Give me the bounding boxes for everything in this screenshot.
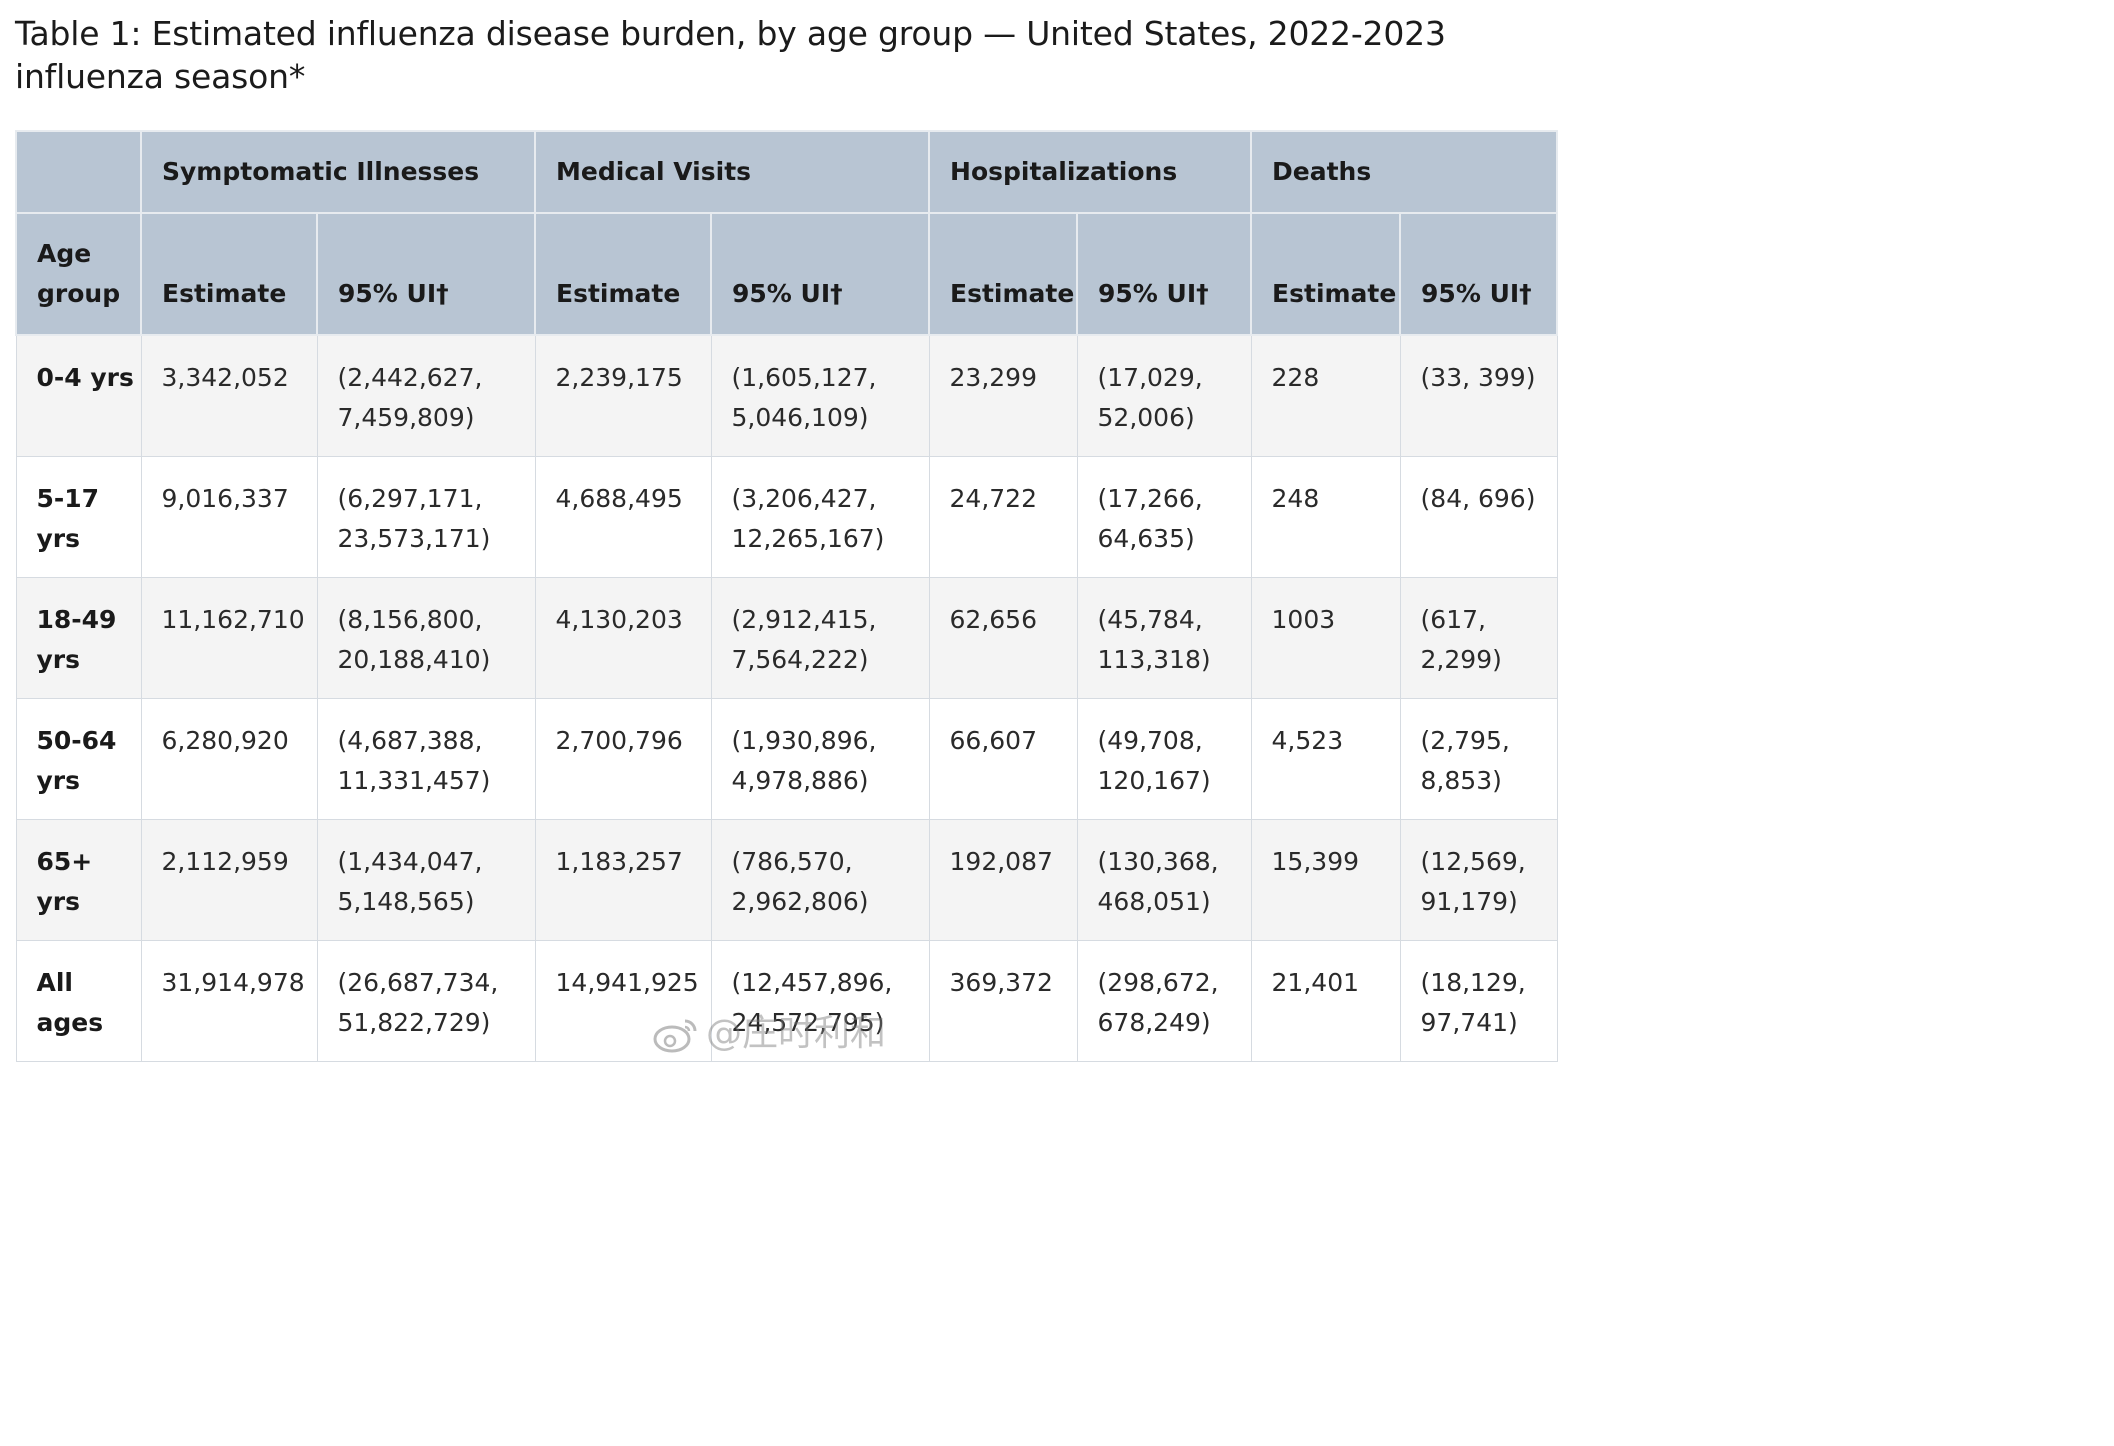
death-estimate-cell: 248: [1250, 455, 1401, 578]
death-estimate-cell: 15,399: [1250, 818, 1401, 941]
hosp-ui-cell: (130,368, 468,051): [1076, 818, 1252, 941]
med-estimate-cell: 4,688,495: [534, 455, 712, 578]
ill-estimate-cell: 3,342,052: [140, 334, 318, 457]
table-row: 0-4 yrs 3,342,052 (2,442,627, 7,459,809)…: [15, 334, 1558, 457]
death-ui-cell: (18,129, 97,741): [1399, 939, 1558, 1062]
ill-estimate-cell: 31,914,978: [140, 939, 318, 1062]
sub-header-hosp-estimate: Estimate: [928, 212, 1079, 336]
group-header-row: Symptomatic Illnesses Medical Visits Hos…: [15, 130, 1559, 214]
sub-header-row: Age group Estimate 95% UI† Estimate 95% …: [15, 212, 1559, 336]
hosp-ui-cell: (49,708, 120,167): [1076, 697, 1252, 820]
age-group-cell: 0-4 yrs: [15, 334, 142, 457]
age-group-cell: 65+ yrs: [15, 818, 142, 941]
table-row: 50-64 yrs 6,280,920 (4,687,388, 11,331,4…: [15, 697, 1558, 820]
death-ui-cell: (617, 2,299): [1399, 576, 1558, 699]
group-header-medical-visits: Medical Visits: [534, 130, 931, 214]
age-group-cell: All ages: [15, 939, 142, 1062]
med-ui-cell: (786,570, 2,962,806): [710, 818, 930, 941]
table-row: 18-49 yrs 11,162,710 (8,156,800, 20,188,…: [15, 576, 1558, 699]
med-ui-cell: (3,206,427, 12,265,167): [710, 455, 930, 578]
ill-ui-cell: (6,297,171, 23,573,171): [316, 455, 536, 578]
group-header-hospitalizations: Hospitalizations: [928, 130, 1253, 214]
sub-header-death-estimate: Estimate: [1250, 212, 1402, 336]
ill-estimate-cell: 6,280,920: [140, 697, 318, 820]
med-estimate-cell: 2,700,796: [534, 697, 712, 820]
hosp-estimate-cell: 369,372: [928, 939, 1078, 1062]
death-ui-cell: (12,569, 91,179): [1399, 818, 1558, 941]
death-estimate-cell: 1003: [1250, 576, 1401, 699]
sub-header-med-estimate: Estimate: [534, 212, 713, 336]
med-estimate-cell: 1,183,257: [534, 818, 712, 941]
sub-header-age-group: Age group: [15, 212, 142, 336]
age-group-cell: 5-17 yrs: [15, 455, 142, 578]
ill-ui-cell: (26,687,734, 51,822,729): [316, 939, 536, 1062]
ill-ui-cell: (1,434,047, 5,148,565): [316, 818, 536, 941]
hosp-estimate-cell: 192,087: [928, 818, 1078, 941]
ill-estimate-cell: 11,162,710: [140, 576, 318, 699]
age-group-cell: 50-64 yrs: [15, 697, 142, 820]
med-ui-cell: (1,930,896, 4,978,886): [710, 697, 930, 820]
sub-header-ill-estimate: Estimate: [140, 212, 318, 336]
hosp-ui-cell: (298,672, 678,249): [1076, 939, 1252, 1062]
death-ui-cell: (33, 399): [1399, 334, 1558, 457]
hosp-ui-cell: (17,266, 64,635): [1076, 455, 1252, 578]
sub-header-ill-ui: 95% UI†: [315, 212, 537, 336]
ill-ui-cell: (4,687,388, 11,331,457): [316, 697, 536, 820]
table-row: 5-17 yrs 9,016,337 (6,297,171, 23,573,17…: [15, 455, 1558, 578]
death-estimate-cell: 4,523: [1250, 697, 1401, 820]
death-ui-cell: (2,795, 8,853): [1399, 697, 1558, 820]
sub-header-med-ui: 95% UI†: [710, 212, 931, 336]
age-group-cell: 18-49 yrs: [15, 576, 142, 699]
med-estimate-cell: 2,239,175: [534, 334, 712, 457]
hosp-ui-cell: (17,029, 52,006): [1076, 334, 1252, 457]
group-header-deaths: Deaths: [1250, 130, 1559, 214]
hosp-estimate-cell: 23,299: [928, 334, 1078, 457]
death-estimate-cell: 21,401: [1250, 939, 1401, 1062]
sub-header-hosp-ui: 95% UI†: [1076, 212, 1253, 336]
med-ui-cell: (12,457,896, 24,572,795): [710, 939, 930, 1062]
group-header-empty: [15, 130, 142, 214]
hosp-estimate-cell: 62,656: [928, 576, 1078, 699]
death-ui-cell: (84, 696): [1399, 455, 1558, 578]
ill-estimate-cell: 9,016,337: [140, 455, 318, 578]
hosp-estimate-cell: 24,722: [928, 455, 1078, 578]
med-estimate-cell: 14,941,925: [534, 939, 712, 1062]
hosp-estimate-cell: 66,607: [928, 697, 1078, 820]
ill-ui-cell: (2,442,627, 7,459,809): [316, 334, 536, 457]
med-estimate-cell: 4,130,203: [534, 576, 712, 699]
med-ui-cell: (1,605,127, 5,046,109): [710, 334, 930, 457]
ill-ui-cell: (8,156,800, 20,188,410): [316, 576, 536, 699]
ill-estimate-cell: 2,112,959: [140, 818, 318, 941]
table-row: All ages 31,914,978 (26,687,734, 51,822,…: [15, 939, 1558, 1062]
influenza-burden-table: Symptomatic Illnesses Medical Visits Hos…: [15, 130, 1559, 1062]
hosp-ui-cell: (45,784, 113,318): [1076, 576, 1252, 699]
table-row: 65+ yrs 2,112,959 (1,434,047, 5,148,565)…: [15, 818, 1558, 941]
group-header-symptomatic-illnesses: Symptomatic Illnesses: [139, 130, 537, 214]
table-caption: Table 1: Estimated influenza disease bur…: [15, 14, 1446, 96]
death-estimate-cell: 228: [1250, 334, 1401, 457]
sub-header-death-ui: 95% UI†: [1399, 212, 1559, 336]
med-ui-cell: (2,912,415, 7,564,222): [710, 576, 930, 699]
